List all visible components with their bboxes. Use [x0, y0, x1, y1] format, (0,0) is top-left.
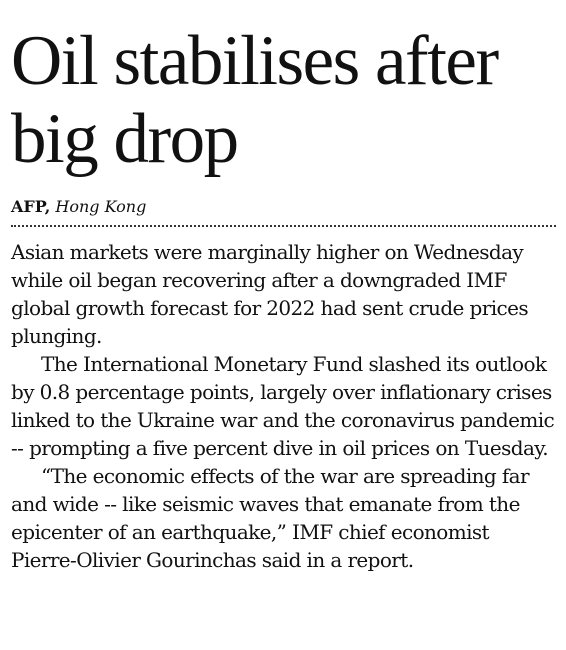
- byline: AFP, Hong Kong: [11, 196, 556, 218]
- byline-agency: AFP,: [11, 197, 51, 216]
- dotted-divider: [11, 225, 556, 227]
- headline-line-2: big drop: [11, 100, 239, 178]
- paragraph-2: The International Monetary Fund slashed …: [11, 352, 555, 460]
- article-body: Asian markets were marginally higher on …: [11, 238, 556, 574]
- paragraph-3: “The economic effects of the war are spr…: [11, 464, 530, 572]
- paragraph-1: Asian markets were marginally higher on …: [11, 240, 529, 348]
- headline: Oil stabilises after big drop: [11, 0, 556, 178]
- headline-line-1: Oil stabilises after: [11, 22, 499, 100]
- byline-dateline: Hong Kong: [55, 197, 147, 216]
